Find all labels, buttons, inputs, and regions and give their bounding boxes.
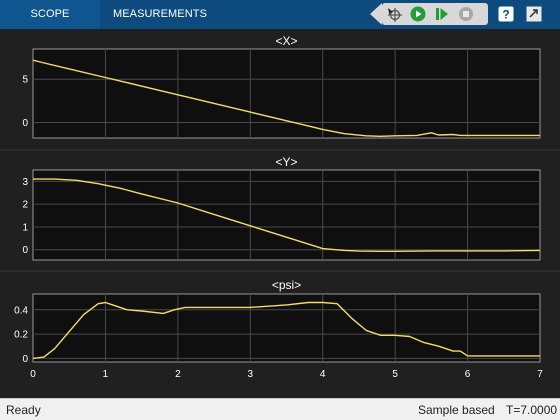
y-tick-label: 0 <box>22 118 28 129</box>
y-tick-label: 1 <box>22 222 28 233</box>
y-tick-label: 3 <box>22 177 28 188</box>
help-icon[interactable]: ? <box>498 6 514 22</box>
axes-frame <box>32 169 541 261</box>
scope-panel-2: 0 0.2 0.4 <psi> <box>14 278 541 365</box>
scope-panel-1: 0 1 2 3 <Y> <box>22 155 541 261</box>
scope-display: 0 5 <X> 0 1 2 3 <Y> 0 0.2 0.4 <psi> 0 1 2 3 4 5 6 7 <box>0 29 560 398</box>
quick-access-arrow <box>370 3 382 25</box>
x-tick-label: 4 <box>320 369 326 380</box>
y-tick-label: 5 <box>22 75 28 86</box>
x-tick-label: 6 <box>465 369 471 380</box>
x-tick-label: 5 <box>392 369 398 380</box>
tab-scope[interactable]: SCOPE <box>0 0 100 29</box>
signal-trace <box>32 59 540 138</box>
status-ready: Ready <box>6 403 41 417</box>
x-tick-label: 1 <box>103 369 109 380</box>
axes-title: <psi> <box>272 278 301 292</box>
y-tick-label: 2 <box>22 200 28 211</box>
svg-text:?: ? <box>502 8 509 22</box>
x-tick-label: 2 <box>175 369 181 380</box>
undock-icon[interactable] <box>526 6 542 22</box>
signal-trace <box>33 178 541 253</box>
axes-frame <box>32 48 541 139</box>
select-tool-icon[interactable] <box>386 6 402 22</box>
axes-title: <X> <box>275 34 297 48</box>
run-icon[interactable] <box>410 6 426 22</box>
x-tick-label: 0 <box>30 369 36 380</box>
stop-icon[interactable] <box>458 6 474 22</box>
quick-access-toolbar <box>382 3 488 25</box>
scope-panel-0: 0 5 <X> <box>22 34 541 139</box>
x-tick-label: 3 <box>248 369 254 380</box>
axes-title: <Y> <box>275 155 297 169</box>
status-mode: Sample based <box>418 403 495 417</box>
status-bar: Ready Sample based T=7.0000 <box>0 398 560 420</box>
toolstrip: SCOPE MEASUREMENTS <box>0 0 560 29</box>
tab-measurements[interactable]: MEASUREMENTS <box>112 8 208 20</box>
signal-trace <box>32 301 540 360</box>
x-tick-label: 7 <box>537 369 543 380</box>
step-forward-icon[interactable] <box>434 6 450 22</box>
y-tick-label: 0 <box>22 245 28 256</box>
y-tick-label: 0.4 <box>14 305 28 316</box>
y-tick-label: 0 <box>22 354 28 365</box>
status-time: T=7.0000 <box>506 403 558 417</box>
y-tick-label: 0.2 <box>14 330 28 341</box>
